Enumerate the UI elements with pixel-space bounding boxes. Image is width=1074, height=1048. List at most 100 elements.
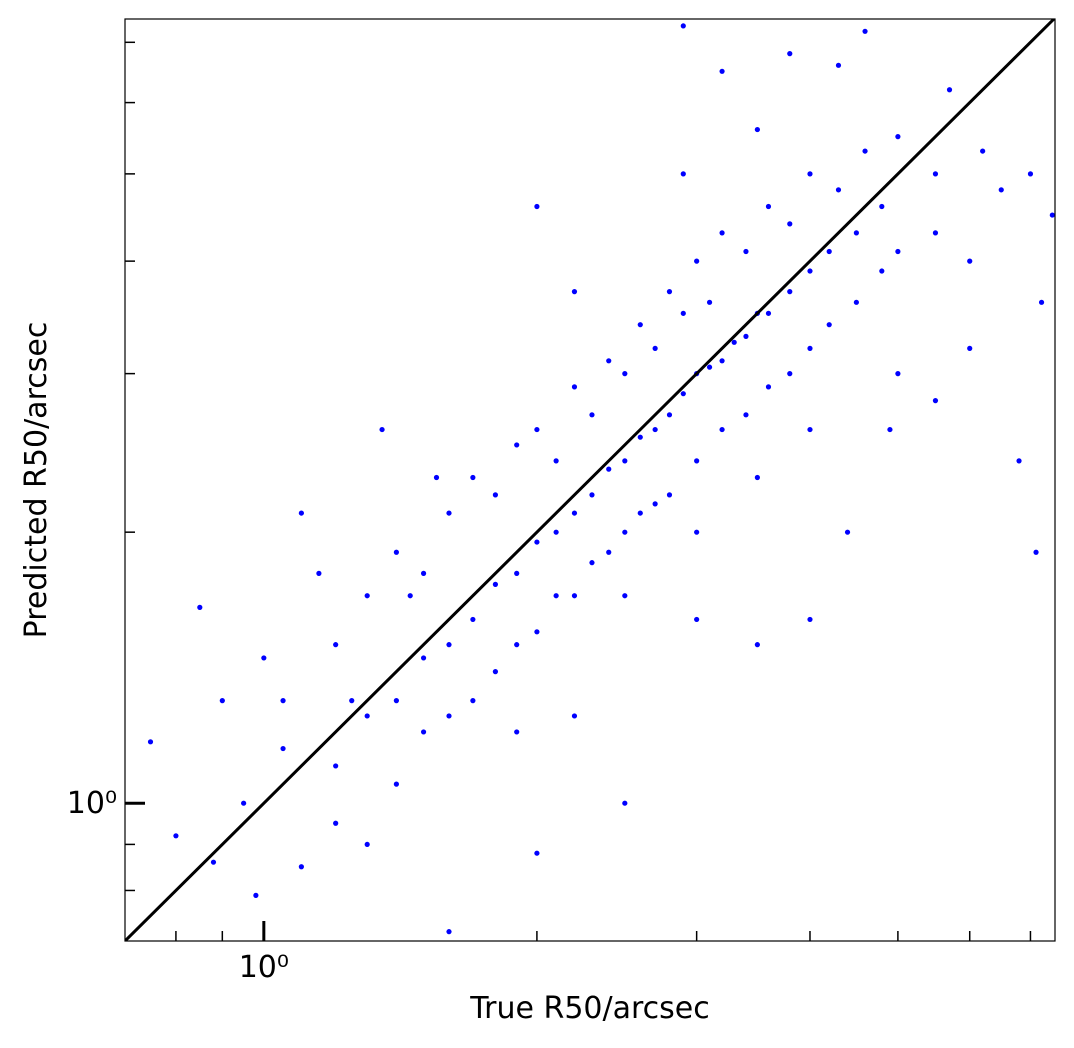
point xyxy=(787,221,793,227)
point xyxy=(853,230,859,236)
point xyxy=(492,581,499,587)
point xyxy=(862,148,868,154)
point xyxy=(1016,458,1022,464)
point xyxy=(379,426,385,433)
point xyxy=(514,642,520,648)
point xyxy=(514,729,520,735)
point xyxy=(932,171,939,177)
point xyxy=(589,412,595,418)
point xyxy=(553,593,559,599)
point xyxy=(241,800,247,806)
point xyxy=(1027,171,1034,177)
point xyxy=(606,466,612,472)
point xyxy=(680,171,686,177)
point xyxy=(666,289,673,295)
point xyxy=(1038,299,1045,305)
point xyxy=(637,322,643,328)
plot-area xyxy=(125,19,1055,941)
point xyxy=(879,268,885,274)
point xyxy=(553,458,559,464)
point xyxy=(514,442,520,448)
x-axis-label: True R50/arcsec xyxy=(469,991,710,1026)
point xyxy=(980,148,986,154)
point xyxy=(895,134,901,140)
point xyxy=(534,539,540,545)
point xyxy=(719,230,725,236)
point xyxy=(571,713,578,719)
point xyxy=(754,126,760,133)
point xyxy=(589,560,595,566)
point xyxy=(1049,212,1055,218)
point xyxy=(622,800,628,806)
point xyxy=(765,384,772,390)
point xyxy=(420,655,427,661)
point xyxy=(807,268,813,274)
point xyxy=(666,412,673,418)
point xyxy=(333,763,339,769)
point xyxy=(895,371,901,377)
point xyxy=(280,745,286,752)
point xyxy=(298,510,304,516)
point xyxy=(298,864,304,870)
point xyxy=(787,51,793,57)
point xyxy=(835,187,842,193)
point xyxy=(280,698,286,704)
point xyxy=(887,426,893,433)
point xyxy=(420,570,427,576)
point xyxy=(622,458,628,464)
point xyxy=(743,333,749,339)
point xyxy=(622,529,628,535)
point xyxy=(364,841,370,848)
point xyxy=(253,892,259,898)
point xyxy=(879,203,885,210)
point xyxy=(754,642,760,648)
point xyxy=(787,371,793,377)
point xyxy=(446,929,452,935)
point xyxy=(446,510,452,516)
point xyxy=(694,258,700,264)
point xyxy=(553,529,559,535)
point xyxy=(706,299,713,305)
point xyxy=(219,698,225,704)
point xyxy=(765,203,772,210)
point xyxy=(666,492,673,498)
point xyxy=(652,345,658,351)
point xyxy=(210,859,217,865)
point xyxy=(765,310,772,316)
reference-line xyxy=(125,19,1055,941)
point xyxy=(393,781,399,787)
point xyxy=(835,62,842,68)
point xyxy=(420,729,427,735)
point xyxy=(743,248,749,255)
point xyxy=(719,426,725,433)
point xyxy=(261,655,267,661)
plot-frame xyxy=(124,18,1056,942)
point xyxy=(694,616,700,623)
point xyxy=(534,203,540,210)
point xyxy=(1033,549,1039,555)
point xyxy=(826,248,832,255)
point xyxy=(393,698,399,704)
point xyxy=(534,426,540,433)
point xyxy=(407,593,413,599)
point xyxy=(622,593,628,599)
point xyxy=(946,87,953,93)
point xyxy=(606,358,612,364)
point xyxy=(470,698,476,704)
point xyxy=(807,345,813,351)
point xyxy=(932,230,939,236)
point xyxy=(147,739,154,745)
point xyxy=(826,322,832,328)
point xyxy=(349,698,355,704)
point xyxy=(571,593,578,599)
point xyxy=(534,850,540,856)
point xyxy=(364,593,370,599)
point xyxy=(754,474,760,481)
point xyxy=(853,299,859,305)
point xyxy=(571,384,578,390)
point xyxy=(333,820,339,826)
point xyxy=(807,426,813,433)
point xyxy=(637,510,643,516)
point xyxy=(719,68,725,74)
point xyxy=(433,474,440,481)
